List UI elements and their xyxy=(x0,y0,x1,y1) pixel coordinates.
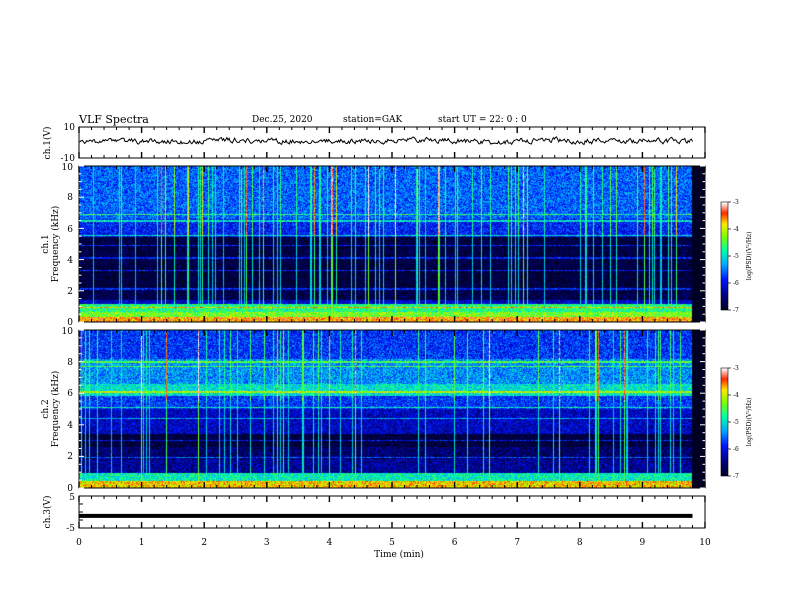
ch1-freq-tick-8: 8 xyxy=(67,193,73,203)
ch1-cb-tick-m6: -6 xyxy=(733,280,739,287)
ch2-colorbar-label: log(PSD)(V²/Hz) xyxy=(746,398,753,447)
ch1-waveform-ylabel: ch.1(V) xyxy=(42,127,53,160)
ch2-colorbar-ticks xyxy=(728,367,731,477)
ch1-cb-tick-m5: -5 xyxy=(733,253,739,260)
time-tick-label: 6 xyxy=(452,538,458,548)
ch1-colorbar-gradient xyxy=(720,201,729,311)
ch2-spectrogram-channel-label: ch.2 xyxy=(41,399,51,418)
ch1-spectrogram-ticks xyxy=(78,165,706,323)
ch3-ytick-top: 5 xyxy=(69,493,75,503)
time-tick-label: 0 xyxy=(76,538,82,548)
ch2-freq-tick-6: 6 xyxy=(67,389,73,399)
ch2-spectrogram-panel: 0 2 4 6 8 10 ch.2 Frequency (kHz) xyxy=(41,327,706,494)
ch2-freq-tick-0: 0 xyxy=(67,484,73,494)
time-tick-label: 5 xyxy=(389,538,395,548)
ch2-freq-tick-8: 8 xyxy=(67,358,73,368)
ch1-ytick-bottom: -10 xyxy=(61,154,76,164)
ch1-waveform-panel: 10 -10 ch.1(V) xyxy=(42,123,706,164)
ch1-waveform-xticks xyxy=(78,127,706,158)
ch2-freq-tick-2: 2 xyxy=(67,452,73,462)
ch1-spectrogram-panel: 0 2 4 6 8 10 ch.1 Frequency (kHz) xyxy=(41,163,706,328)
time-tick-label: 7 xyxy=(514,538,520,548)
time-tick-label: 9 xyxy=(640,538,646,548)
ch2-cb-tick-m6: -6 xyxy=(733,446,739,453)
ch1-freq-tick-10: 10 xyxy=(62,163,74,173)
time-tick-label: 3 xyxy=(264,538,270,548)
ch2-spectrogram-ticks xyxy=(78,329,706,489)
ch1-waveform-line xyxy=(78,136,693,146)
ch2-freq-tick-10: 10 xyxy=(62,327,74,337)
time-tick-label: 10 xyxy=(699,538,711,548)
ch2-cb-tick-m7: -7 xyxy=(733,473,739,480)
ch2-cb-tick-m3: -3 xyxy=(733,365,739,372)
ch1-cb-tick-m4: -4 xyxy=(733,226,739,233)
ch1-cb-tick-m3: -3 xyxy=(733,199,739,206)
ch2-cb-tick-m5: -5 xyxy=(733,419,739,426)
ch1-spectrogram-channel-label: ch.1 xyxy=(41,234,51,253)
ch2-freq-tick-4: 4 xyxy=(67,421,73,431)
ch1-spectrogram-image xyxy=(79,166,705,322)
figure-title: VLF Spectra xyxy=(78,113,149,126)
ch2-colorbar-gradient xyxy=(720,367,729,477)
station-label: station=GAK xyxy=(343,115,403,125)
start-time-label: start UT = 22: 0 : 0 xyxy=(438,115,527,125)
time-tick-label: 4 xyxy=(327,538,333,548)
time-axis-label: Time (min) xyxy=(374,549,424,560)
ch1-ytick-top: 10 xyxy=(64,123,76,133)
date-label: Dec.25, 2020 xyxy=(252,115,313,125)
ch3-ytick-bottom: -5 xyxy=(66,524,75,534)
ch1-freq-tick-4: 4 xyxy=(67,256,73,266)
ch1-freq-tick-6: 6 xyxy=(67,225,73,235)
ch1-cb-tick-m7: -7 xyxy=(733,307,739,314)
ch1-colorbar-label: log(PSD)(V²/Hz) xyxy=(746,232,753,281)
ch1-colorbar: -3 -4 -5 -6 -7 log(PSD)(V²/Hz) xyxy=(720,199,753,314)
ch2-spectrogram-image xyxy=(79,330,705,488)
ch3-waveform-panel: 5 -5 ch.3(V) 0 1 2 3 4 5 6 7 8 9 10 Time (min) xyxy=(42,493,711,560)
time-axis-tick-labels: 0 1 2 3 4 5 6 7 8 9 10 xyxy=(76,538,711,548)
ch1-colorbar-ticks xyxy=(728,201,731,311)
ch1-spectrogram-ylabel: Frequency (kHz) xyxy=(50,206,61,283)
time-tick-label: 2 xyxy=(201,538,207,548)
time-tick-label: 8 xyxy=(577,538,583,548)
ch2-colorbar: -3 -4 -5 -6 -7 log(PSD)(V²/Hz) xyxy=(720,365,753,480)
ch2-cb-tick-m4: -4 xyxy=(733,392,739,399)
time-tick-label: 1 xyxy=(139,538,145,548)
ch2-spectrogram-ylabel: Frequency (kHz) xyxy=(50,371,61,448)
ch1-freq-tick-0: 0 xyxy=(67,318,73,328)
ch3-waveform-ylabel: ch.3(V) xyxy=(42,496,53,529)
ch1-freq-tick-2: 2 xyxy=(67,287,73,297)
ch3-waveform-ticks xyxy=(78,495,706,529)
